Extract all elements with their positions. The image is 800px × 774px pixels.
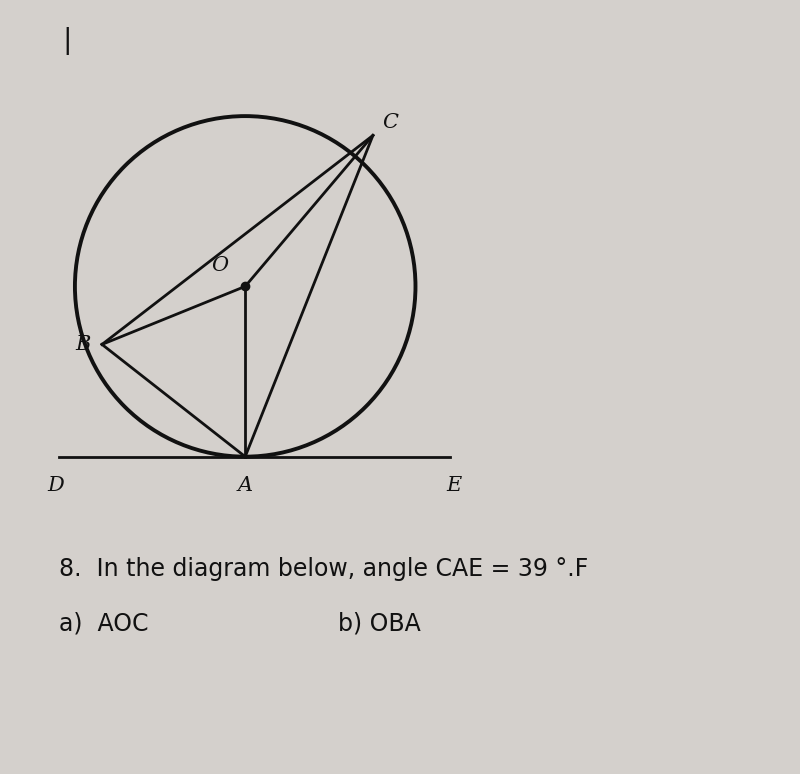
Text: B: B xyxy=(75,335,90,354)
Text: D: D xyxy=(47,476,64,495)
Text: O: O xyxy=(211,255,228,275)
Text: E: E xyxy=(446,476,462,495)
Text: C: C xyxy=(382,112,398,132)
Text: A: A xyxy=(238,476,253,495)
Circle shape xyxy=(75,116,415,457)
Text: a)  AOC: a) AOC xyxy=(59,611,149,635)
Text: |: | xyxy=(62,27,72,55)
Text: b) OBA: b) OBA xyxy=(338,611,421,635)
Text: 8.  In the diagram below, angle CAE = 39 °.F: 8. In the diagram below, angle CAE = 39 … xyxy=(59,557,589,581)
